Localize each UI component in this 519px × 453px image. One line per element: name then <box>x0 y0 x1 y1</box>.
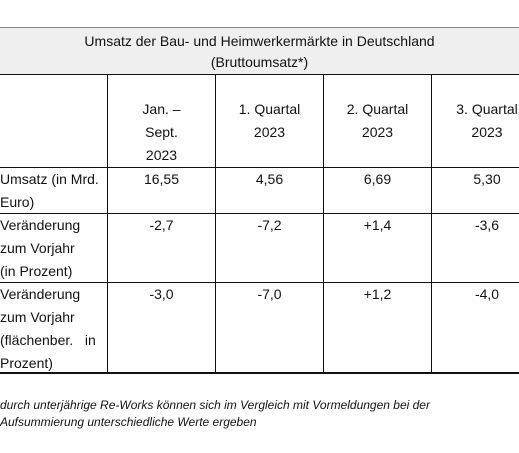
table-subtitle: (Bruttoumsatz*) <box>210 54 309 70</box>
table-cell: +1,2 <box>363 286 392 302</box>
table-cell: -3,0 <box>149 286 174 302</box>
row-label-veraenderung-flaechenber: Veränderung zum Vorjahr (flächenber. in … <box>0 286 96 371</box>
table-cell: -7,0 <box>257 286 282 302</box>
col-header-q3: 3. Quartal 2023 <box>456 101 518 140</box>
col-header-jan-sept: Jan. – Sept. 2023 <box>142 101 181 163</box>
header-top-rule <box>0 74 519 75</box>
table-cell: 6,69 <box>363 171 392 187</box>
table-cell: -4,0 <box>474 286 500 302</box>
col-divider-4 <box>431 74 432 373</box>
table-title: Umsatz der Bau- und Heimwerkermärkte in … <box>84 33 435 49</box>
col-divider-1 <box>107 74 108 373</box>
table-cell: 16,55 <box>143 171 180 187</box>
row-2-bottom-rule <box>0 282 519 283</box>
row-label-umsatz: Umsatz (in Mrd. Euro) <box>0 171 99 210</box>
table-cell: -2,7 <box>149 217 174 233</box>
table-cell: -7,2 <box>257 217 282 233</box>
col-header-q2: 2. Quartal 2023 <box>346 101 409 140</box>
header-bottom-rule <box>0 167 519 168</box>
table-bottom-rule <box>0 372 519 374</box>
table-title-band <box>0 27 519 75</box>
footnote-line-2: Aufsummierung unterschiedliche Werte erg… <box>0 415 257 429</box>
table-cell: 5,30 <box>473 171 501 187</box>
row-1-bottom-rule <box>0 213 519 214</box>
footnote-line-1: durch unterjährige Re-Works können sich … <box>0 398 430 412</box>
col-divider-3 <box>323 74 324 373</box>
row-label-veraenderung: Veränderung zum Vorjahr (in Prozent) <box>0 217 81 279</box>
table-cell: -3,6 <box>474 217 500 233</box>
table-cell: 4,56 <box>255 171 284 187</box>
table-cell: +1,4 <box>363 217 392 233</box>
col-header-q1: 1. Quartal 2023 <box>238 101 301 140</box>
col-divider-2 <box>215 74 216 373</box>
